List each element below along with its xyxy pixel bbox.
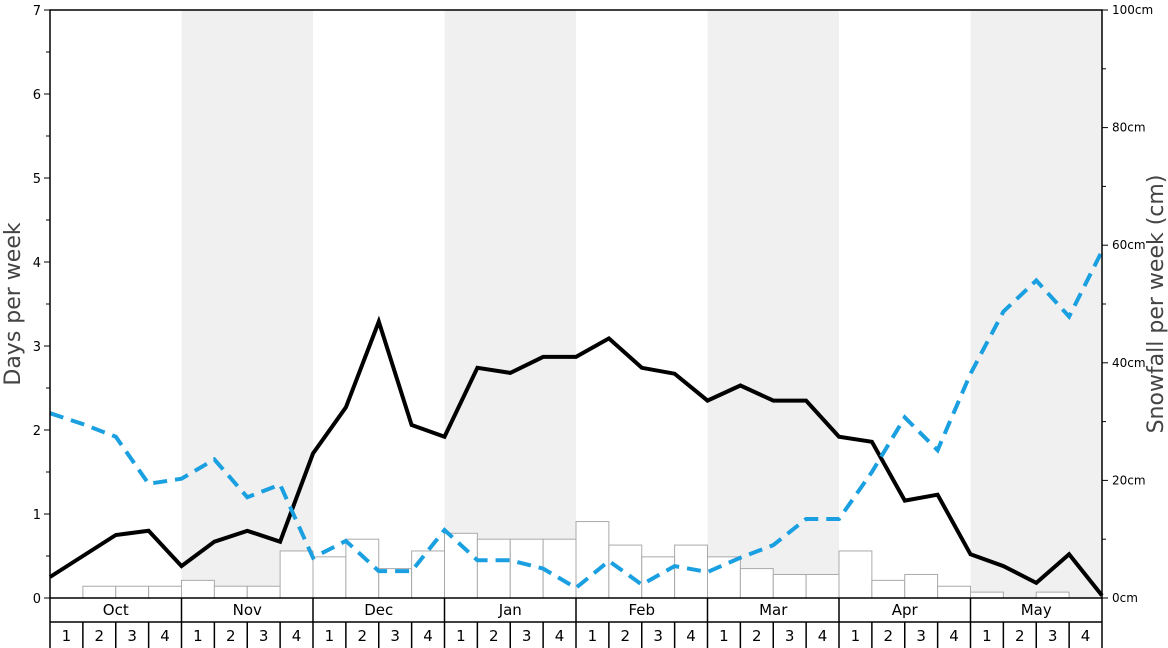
week-label: 1 xyxy=(456,627,466,645)
snowfall-bar xyxy=(608,544,643,599)
week-label: 1 xyxy=(982,627,992,645)
left-tick-label: 5 xyxy=(33,172,41,187)
snowfall-bar xyxy=(542,538,577,599)
week-label: 3 xyxy=(916,627,926,645)
snowfall-bar xyxy=(378,568,413,599)
left-tick-label: 7 xyxy=(33,4,41,19)
snowfall-bar xyxy=(509,538,544,599)
week-label: 4 xyxy=(949,627,959,645)
month-label: Apr xyxy=(892,601,919,619)
snowfall-bar xyxy=(476,538,511,599)
left-axis: 0 1 2 3 4 5 6 7 xyxy=(33,4,50,607)
right-tick-label: 100cm xyxy=(1112,3,1153,17)
month-label: Feb xyxy=(628,601,655,619)
left-tick-label: 1 xyxy=(33,508,41,523)
week-label: 1 xyxy=(588,627,598,645)
week-label: 1 xyxy=(851,627,861,645)
right-axis-title: Snowfall per week (cm) xyxy=(1144,175,1168,434)
snowfall-bar xyxy=(1035,591,1070,599)
left-axis-title: Days per week xyxy=(1,222,26,385)
week-label: 1 xyxy=(62,627,72,645)
snowfall-bar xyxy=(312,556,347,599)
snowfall-bar xyxy=(279,550,314,599)
right-tick-label: 40cm xyxy=(1112,356,1146,370)
right-tick-label: 20cm xyxy=(1112,473,1146,487)
snowfall-bar xyxy=(970,591,1004,599)
snowfall-bar xyxy=(838,550,873,599)
snowfall-bar xyxy=(805,573,840,599)
week-label: 3 xyxy=(653,627,663,645)
month-label: Dec xyxy=(364,601,393,619)
left-tick-label: 6 xyxy=(33,88,41,103)
week-label: 4 xyxy=(686,627,696,645)
month-label: Mar xyxy=(759,601,788,619)
snowfall-bar xyxy=(575,521,610,599)
week-label: 1 xyxy=(325,627,335,645)
snowfall-bar xyxy=(772,573,807,599)
week-label: 3 xyxy=(522,627,532,645)
week-label: 2 xyxy=(95,627,105,645)
week-label: 2 xyxy=(884,627,894,645)
snowfall-bar xyxy=(246,585,281,599)
series-line-dashed xyxy=(49,250,1104,591)
snowfall-bar xyxy=(707,556,741,599)
snowfall-bar xyxy=(345,538,380,599)
month-label: Nov xyxy=(233,601,262,619)
month-band xyxy=(181,10,313,598)
snowfall-bar xyxy=(937,585,971,599)
snowfall-bar xyxy=(213,585,248,599)
month-label: Oct xyxy=(103,601,129,619)
snowfall-bar xyxy=(411,550,445,599)
snowfall-bar xyxy=(674,544,708,599)
right-tick-label: 0cm xyxy=(1112,591,1138,605)
left-tick-label: 4 xyxy=(33,256,41,271)
week-label: 2 xyxy=(226,627,236,645)
week-label: 2 xyxy=(752,627,762,645)
week-label: 3 xyxy=(390,627,400,645)
right-tick-label: 80cm xyxy=(1112,121,1146,135)
week-label: 4 xyxy=(818,627,828,645)
week-label: 1 xyxy=(193,627,203,645)
week-label: 4 xyxy=(160,627,170,645)
week-label: 4 xyxy=(423,627,433,645)
snowfall-bar xyxy=(871,579,906,599)
month-band xyxy=(444,10,576,598)
week-label: 2 xyxy=(358,627,368,645)
left-tick-label: 2 xyxy=(33,424,41,439)
snowfall-bar xyxy=(904,573,939,599)
snowfall-bar xyxy=(148,585,182,599)
week-label: 4 xyxy=(1081,627,1091,645)
month-bands xyxy=(181,10,1102,598)
month-band xyxy=(970,10,1102,598)
week-label: 3 xyxy=(259,627,269,645)
week-label: 4 xyxy=(292,627,302,645)
series-line-solid xyxy=(48,315,1104,597)
snowfall-bar xyxy=(82,585,117,599)
month-label: Jan xyxy=(498,601,522,619)
week-label: 4 xyxy=(555,627,565,645)
snowfall-bar xyxy=(181,579,215,599)
snowfall-bar xyxy=(115,585,150,599)
left-tick-label: 0 xyxy=(33,592,41,607)
series-lines xyxy=(48,250,1104,597)
left-tick-label: 3 xyxy=(33,340,41,355)
week-label: 3 xyxy=(127,627,137,645)
month-label: May xyxy=(1021,601,1052,619)
week-label: 2 xyxy=(621,627,631,645)
week-label: 3 xyxy=(785,627,795,645)
month-band xyxy=(707,10,839,598)
week-row: 1 2 3 4 1 2 3 4 1 2 3 4 1 2 3 4 1 2 3 4 1 2 3 4 1 2 3 4 1 2 3 4 xyxy=(62,622,1091,648)
week-label: 2 xyxy=(1015,627,1025,645)
right-axis: 0cm 20cm 40cm 60cm 80cm 100cm xyxy=(1102,3,1153,605)
week-label: 1 xyxy=(719,627,729,645)
week-label: 3 xyxy=(1048,627,1058,645)
snowfall-bar xyxy=(739,568,774,599)
right-tick-label: 60cm xyxy=(1112,238,1146,252)
week-label: 2 xyxy=(489,627,499,645)
